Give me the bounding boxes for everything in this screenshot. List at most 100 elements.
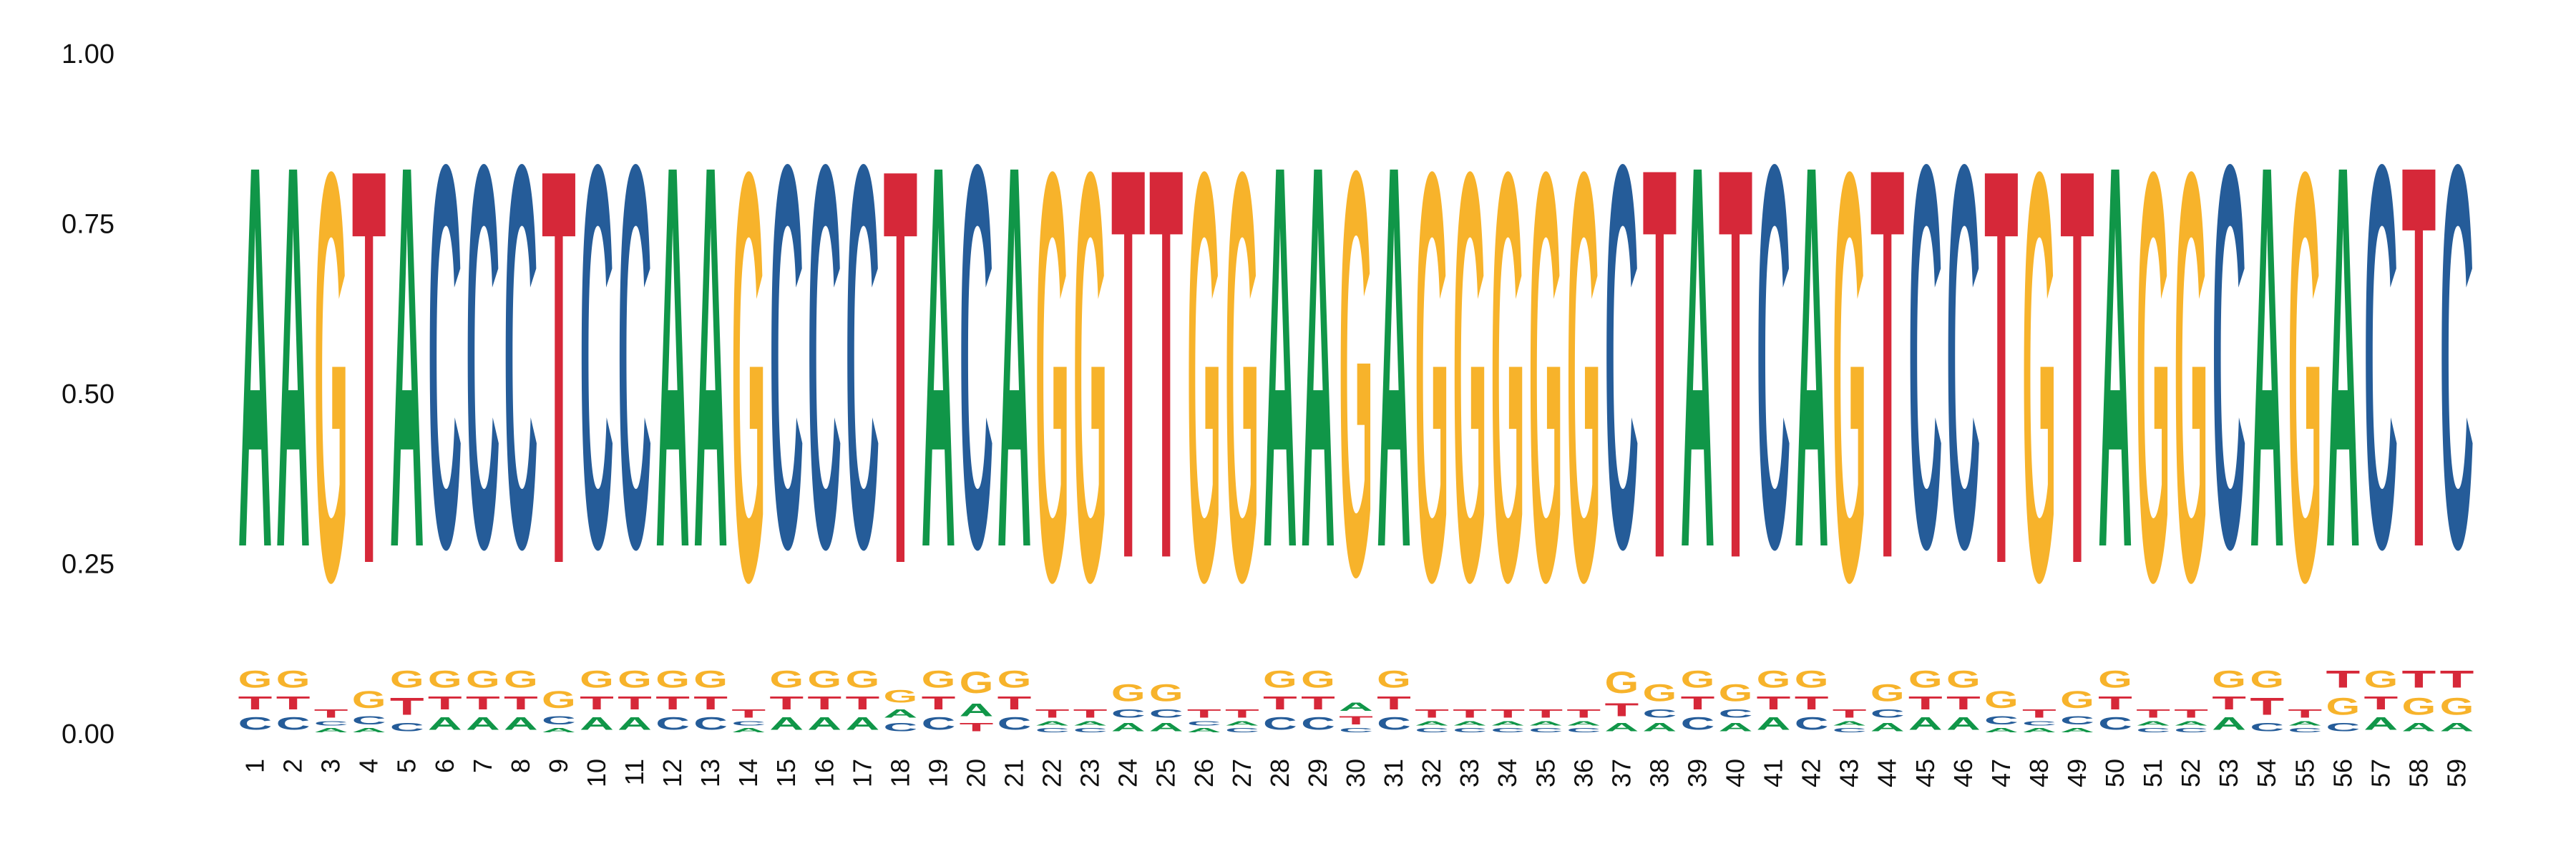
logo-letter-T: T (960, 720, 994, 734)
logo-letter-C: C (1149, 707, 1184, 720)
x-tick-label: 55 (2290, 759, 2319, 787)
logo-letter-A: A (618, 714, 652, 734)
letter-stacks: CTGACTGAACTGACGTCTGAATGCATGCATGCACGTATGC… (238, 51, 2474, 734)
logo-letter-C: C (1870, 707, 1905, 720)
logo-letter-G: G (960, 666, 994, 699)
logo-letter-A: A (1377, 52, 1411, 661)
logo-letter-A: A (352, 727, 386, 734)
logo-letter-T: T (997, 693, 1032, 713)
x-tick-label: 43 (1835, 759, 1864, 787)
logo-letter-G: G (1377, 666, 1411, 693)
x-tick-label: 53 (2214, 759, 2243, 787)
logo-letter-C: C (1757, 52, 1791, 661)
logo-letter-T: T (2250, 693, 2284, 720)
logo-letter-A: A (1453, 720, 1487, 727)
logo-letter-A: A (2402, 720, 2436, 734)
logo-letter-T: T (2402, 51, 2436, 661)
y-tick-label: 0.50 (62, 379, 114, 409)
logo-letter-T: T (2212, 693, 2246, 713)
logo-letter-A: A (580, 714, 614, 734)
logo-letter-G: G (1187, 52, 1221, 703)
x-tick-label: 58 (2404, 759, 2433, 787)
x-tick-label: 26 (1189, 759, 1219, 787)
x-tick-label: 10 (582, 759, 611, 787)
logo-letter-C: C (504, 52, 538, 661)
logo-letter-C: C (1566, 727, 1601, 734)
logo-letter-C: C (1491, 727, 1525, 734)
logo-letter-A: A (2364, 714, 2399, 734)
logo-letter-C: C (1187, 720, 1221, 727)
logo-letter-G: G (2326, 693, 2360, 720)
logo-letter-T: T (1757, 693, 1791, 713)
logo-letter-T: T (1225, 707, 1259, 720)
logo-letter-A: A (2288, 720, 2322, 727)
logo-letter-T: T (1073, 707, 1108, 720)
logo-letter-G: G (2060, 686, 2094, 713)
logo-letter-G: G (807, 666, 841, 693)
x-tick-label: 22 (1038, 759, 1067, 787)
logo-letter-A: A (2136, 720, 2170, 727)
logo-letter-A: A (655, 52, 690, 661)
x-tick-label: 4 (354, 759, 384, 773)
logo-letter-A: A (2326, 52, 2360, 661)
logo-letter-A: A (1149, 720, 1184, 734)
logo-letter-T: T (1035, 707, 1070, 720)
logo-letter-G: G (1415, 52, 1449, 703)
logo-letter-C: C (1833, 727, 1867, 734)
logo-letter-C: C (1073, 727, 1108, 734)
x-tick-label: 11 (620, 759, 649, 785)
logo-letter-C: C (1301, 714, 1335, 734)
logo-letter-A: A (2098, 52, 2132, 661)
logo-letter-C: C (580, 52, 614, 661)
logo-letter-T: T (1339, 713, 1373, 727)
logo-letter-G: G (1984, 686, 2019, 713)
logo-letter-T: T (1111, 51, 1146, 675)
y-tick-label: 1.00 (62, 39, 114, 69)
logo-letter-G: G (2288, 52, 2322, 703)
logo-letter-C: C (1453, 727, 1487, 734)
logo-letter-C: C (1643, 707, 1677, 720)
x-tick-label: 12 (658, 759, 687, 787)
logo-letter-C: C (1415, 727, 1449, 734)
logo-letter-T: T (1870, 51, 1905, 675)
logo-letter-G: G (1795, 666, 1829, 693)
logo-letter-T: T (1833, 707, 1867, 720)
x-tick-label: 59 (2441, 759, 2471, 787)
logo-letter-G: G (693, 666, 728, 693)
logo-letter-C: C (1225, 727, 1259, 734)
logo-letter-G: G (542, 686, 576, 713)
logo-letter-T: T (1301, 693, 1335, 713)
logo-letter-C: C (1528, 727, 1563, 734)
y-axis: 0.00 0.25 0.50 0.75 1.00 (62, 39, 114, 749)
logo-letter-T: T (1946, 693, 1981, 713)
logo-letter-T: T (466, 693, 500, 713)
x-tick-label: 21 (1000, 759, 1029, 787)
logo-letter-T: T (845, 693, 879, 713)
logo-letter-G: G (466, 666, 500, 693)
x-axis: 1 2 3 4 5 6 7 8 9 10 11 12 13 14 15 16 17 18 19 20 21 22 23 24 2… (240, 759, 2472, 787)
logo-letter-G: G (428, 666, 462, 693)
logo-letter-T: T (1528, 707, 1563, 720)
logo-letter-G: G (1870, 679, 1905, 707)
logo-letter-A: A (1643, 720, 1677, 734)
logo-letter-G: G (1643, 679, 1677, 707)
logo-letter-A: A (960, 700, 994, 720)
x-tick-label: 8 (506, 759, 535, 773)
logo-letter-G: G (1301, 666, 1335, 693)
